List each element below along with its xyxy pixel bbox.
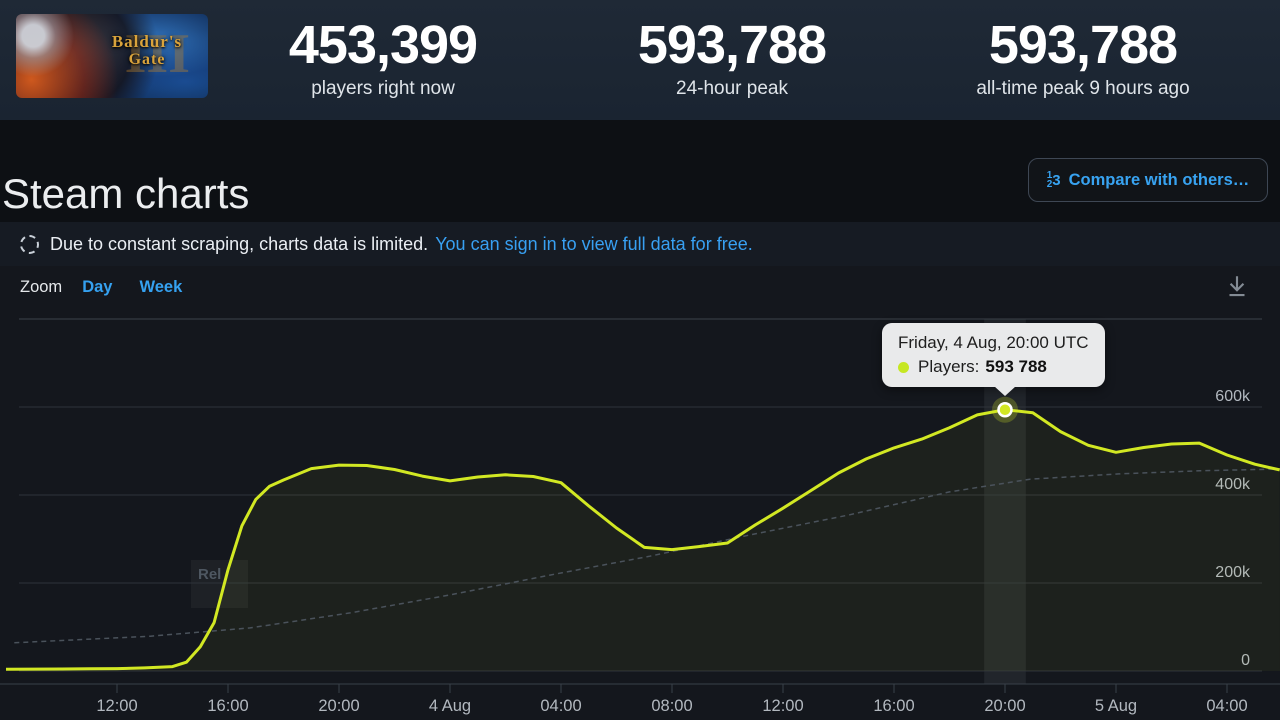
tooltip-players-row: Players: 593 788 bbox=[898, 357, 1089, 377]
zoom-label: Zoom bbox=[20, 278, 63, 296]
capsule-numeral: III bbox=[124, 23, 190, 85]
page-title: Steam charts bbox=[2, 170, 250, 217]
stat-players-now-value: 453,399 bbox=[288, 15, 478, 75]
notice-text: Due to constant scraping, charts data is… bbox=[50, 233, 429, 254]
players-line-chart: 600k 400k 200k 0 12:00 16:00 20:00 4 Aug 04:00 08… bbox=[0, 318, 1280, 715]
x-axis-label-20:00: 20:00 bbox=[984, 697, 1025, 715]
compare-with-others-button[interactable]: 1 2 3 Compare with others… bbox=[1028, 158, 1268, 202]
stat-alltime-peak-value: 593,788 bbox=[988, 15, 1178, 75]
app-header: III Baldur's Gate 453,399 players right … bbox=[0, 0, 1280, 120]
stat-alltime-peak: 593,788 all-time peak 9 hours ago bbox=[903, 16, 1263, 100]
tooltip-players-value: 593 788 bbox=[985, 357, 1047, 376]
download-icon[interactable] bbox=[1222, 272, 1252, 302]
x-axis-label-16:00: 16:00 bbox=[873, 697, 914, 715]
stat-24h-peak-label: 24-hour peak bbox=[676, 78, 788, 99]
limited-data-dashed-circle-icon bbox=[20, 234, 39, 254]
y-axis-label-0: 0 bbox=[1241, 652, 1250, 669]
stat-players-now-label: players right now bbox=[311, 78, 455, 99]
y-axis-label-400k: 400k bbox=[1215, 476, 1251, 493]
chart-tooltip: Friday, 4 Aug, 20:00 UTC Players: 593 78… bbox=[882, 323, 1105, 396]
players-area-fill bbox=[6, 409, 1280, 671]
game-logo-line2: Gate bbox=[128, 51, 166, 68]
compare-button-label: Compare with others… bbox=[1068, 170, 1250, 189]
tooltip-caret bbox=[994, 386, 1016, 396]
tooltip-series-label: Players: bbox=[918, 357, 980, 376]
series-dot-icon bbox=[898, 361, 909, 373]
x-axis-label-04:00: 04:00 bbox=[540, 697, 581, 715]
stat-24h-peak: 593,788 24-hour peak bbox=[582, 16, 882, 100]
y-axis-label-600k: 600k bbox=[1215, 388, 1251, 405]
zoom-option-day[interactable]: Day bbox=[82, 278, 113, 296]
sign-in-link[interactable]: You can sign in to view full data for fr… bbox=[435, 233, 753, 254]
x-axis-label-16:00: 16:00 bbox=[207, 697, 248, 715]
stat-players-now: 453,399 players right now bbox=[233, 16, 533, 100]
x-axis-label-04:00: 04:00 bbox=[1206, 697, 1247, 715]
zoom-option-week[interactable]: Week bbox=[139, 278, 183, 296]
tooltip-date: Friday, 4 Aug, 20:00 UTC bbox=[898, 333, 1089, 352]
x-axis-label-20:00: 20:00 bbox=[318, 697, 359, 715]
x-axis-label-4 Aug: 4 Aug bbox=[429, 697, 471, 715]
game-capsule-image[interactable]: III Baldur's Gate bbox=[16, 14, 208, 98]
hover-marker-dot bbox=[997, 401, 1013, 418]
game-logo: Baldur's Gate bbox=[92, 32, 202, 68]
chart-section: Zoom Day Week Rel 600k400k200k012:0016:0… bbox=[0, 266, 1280, 720]
compare-123-icon: 1 2 3 bbox=[1046, 170, 1061, 190]
charts-heading-section: Steam charts 1 2 3 Compare with others… bbox=[0, 120, 1280, 222]
game-logo-line1: Baldur's bbox=[111, 32, 183, 51]
x-axis-label-12:00: 12:00 bbox=[762, 697, 803, 715]
x-axis-label-12:00: 12:00 bbox=[96, 697, 137, 715]
stat-alltime-peak-label: all-time peak 9 hours ago bbox=[976, 78, 1190, 99]
y-axis-label-200k: 200k bbox=[1215, 564, 1251, 581]
limited-data-notice: Due to constant scraping, charts data is… bbox=[0, 222, 1280, 266]
zoom-controls: Zoom Day Week bbox=[20, 278, 182, 297]
x-axis-label-08:00: 08:00 bbox=[651, 697, 692, 715]
x-axis-label-5 Aug: 5 Aug bbox=[1095, 697, 1137, 715]
stat-24h-peak-value: 593,788 bbox=[637, 15, 827, 75]
players-line bbox=[5, 408, 1280, 671]
